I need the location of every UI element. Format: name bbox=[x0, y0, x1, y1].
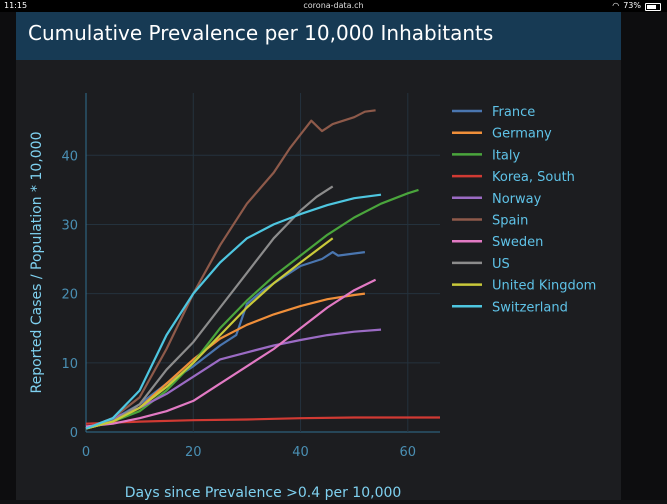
chart-panel: 0 10 20 30 40 0 20 40 60 France Germany Italy Korea… bbox=[16, 60, 621, 501]
y-tick-label: 40 bbox=[61, 149, 78, 164]
legend-item[interactable]: United Kingdom bbox=[492, 279, 596, 294]
x-tick-label: 40 bbox=[292, 445, 309, 460]
series-line-us[interactable] bbox=[85, 185, 334, 430]
y-tick-label: 10 bbox=[61, 357, 78, 372]
url-label[interactable]: corona-data.ch bbox=[303, 1, 364, 10]
series-line-switzerland[interactable] bbox=[85, 193, 382, 430]
series-line-korea-south[interactable] bbox=[85, 416, 440, 425]
battery-icon bbox=[645, 3, 661, 11]
legend-item[interactable]: Switzerland bbox=[492, 300, 568, 315]
legend-item[interactable]: Norway bbox=[492, 192, 542, 207]
page-title: Cumulative Prevalence per 10,000 Inhabit… bbox=[28, 21, 494, 45]
series-line-united-kingdom[interactable] bbox=[85, 237, 334, 430]
legend-item[interactable]: US bbox=[492, 257, 510, 272]
series-line-italy[interactable] bbox=[85, 188, 419, 430]
series-line-spain[interactable] bbox=[85, 109, 376, 430]
status-time: 11:15 bbox=[4, 1, 28, 10]
series-line-france[interactable] bbox=[85, 251, 366, 430]
y-tick-label: 30 bbox=[61, 218, 78, 233]
legend-item[interactable]: Italy bbox=[492, 148, 521, 163]
page-margin-left bbox=[0, 12, 16, 500]
chart-header: Cumulative Prevalence per 10,000 Inhabit… bbox=[16, 12, 621, 60]
x-tick-label: 20 bbox=[185, 445, 202, 460]
prevalence-chart[interactable]: 0 10 20 30 40 0 20 40 60 France Germany Italy Korea… bbox=[16, 60, 621, 501]
battery-percent: 73% bbox=[623, 1, 641, 10]
series-line-sweden[interactable] bbox=[85, 278, 377, 428]
x-tick-label: 0 bbox=[82, 445, 90, 460]
legend-item[interactable]: Germany bbox=[492, 127, 552, 142]
wifi-icon: ◠ bbox=[612, 1, 620, 10]
x-axis-label: Days since Prevalence >0.4 per 10,000 bbox=[125, 485, 402, 500]
y-axis-label: Reported Cases / Population * 10,000 bbox=[29, 132, 45, 394]
legend-item[interactable]: Spain bbox=[492, 214, 528, 229]
legend-item[interactable]: Sweden bbox=[492, 235, 543, 250]
y-tick-label: 20 bbox=[61, 288, 78, 303]
y-tick-label: 0 bbox=[70, 426, 78, 441]
page-margin-right bbox=[621, 12, 667, 500]
status-bar: 11:15 corona-data.ch ◠ 73% bbox=[0, 0, 667, 12]
legend-item[interactable]: Korea, South bbox=[492, 170, 575, 185]
series-line-germany[interactable] bbox=[85, 292, 366, 430]
x-tick-label: 60 bbox=[400, 445, 417, 460]
legend-item[interactable]: France bbox=[492, 105, 535, 120]
